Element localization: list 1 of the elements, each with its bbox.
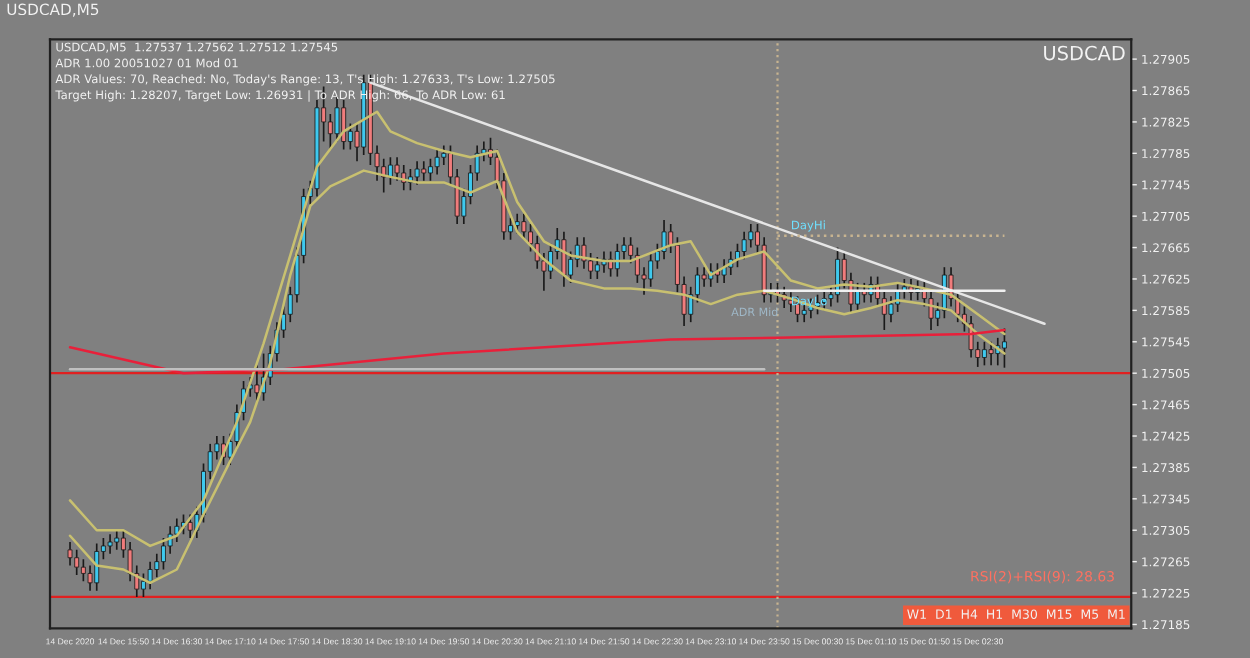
annotation: USDCAD (1044, 45, 1125, 61)
